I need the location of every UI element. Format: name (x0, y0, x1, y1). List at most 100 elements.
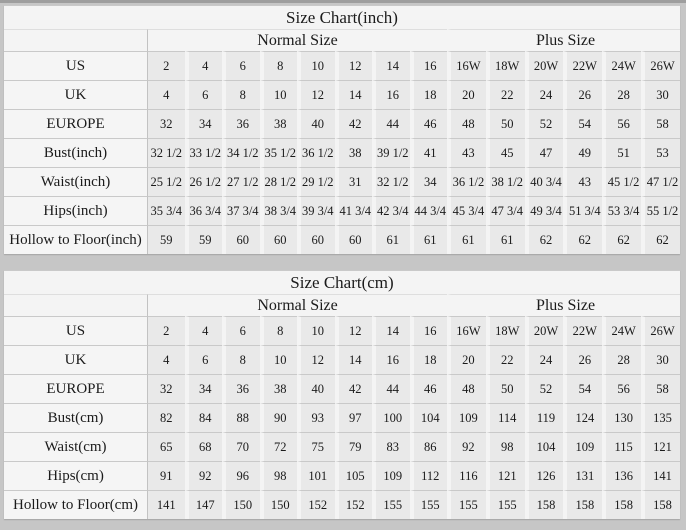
window-top-edge (0, 0, 686, 3)
size-value-cell: 115 (602, 432, 642, 461)
size-value-cell: 45 1/2 (602, 167, 641, 196)
size-value-cell: 42 (334, 109, 373, 138)
normal-size-header: Normal Size (147, 294, 448, 316)
size-value-cell: 32 (147, 374, 185, 403)
size-value-cell: 54 (563, 109, 603, 138)
size-value-cell: 49 (563, 138, 603, 167)
size-value-cell: 6 (184, 80, 223, 109)
table-row: UK 4 6 8 10 12 14 16 18 20 22 24 26 28 30 (4, 345, 680, 374)
size-value-cell: 62 (641, 225, 680, 254)
size-value-cell: 14 (334, 80, 373, 109)
size-value-cell: 46 (409, 109, 448, 138)
size-value-cell: 61 (409, 225, 448, 254)
size-value-cell: 22W (563, 316, 603, 345)
size-value-cell: 60 (259, 225, 298, 254)
size-value-cell: 20 (447, 345, 486, 374)
size-value-cell: 16 (409, 51, 448, 80)
size-value-cell: 98 (259, 461, 298, 490)
size-value-cell: 27 1/2 (222, 167, 260, 196)
size-value-cell: 52 (524, 109, 564, 138)
size-value-cell: 33 1/2 (184, 138, 223, 167)
size-value-cell: 92 (447, 432, 486, 461)
row-label: Bust(inch) (4, 138, 148, 167)
table-row: Waist(cm) 65 68 70 72 75 79 83 86 92 98 104 109 115 12… (4, 432, 680, 461)
size-value-cell: 38 (259, 374, 298, 403)
size-value-cell: 24 (524, 80, 564, 109)
row-label: EUROPE (4, 109, 148, 138)
size-value-cell: 53 3/4 (602, 196, 641, 225)
size-value-cell: 131 (563, 461, 603, 490)
size-value-cell: 158 (563, 490, 603, 519)
size-value-cell: 105 (334, 461, 373, 490)
size-value-cell: 62 (524, 225, 564, 254)
size-value-cell: 61 (372, 225, 410, 254)
size-value-cell: 84 (184, 403, 223, 432)
size-value-cell: 25 1/2 (147, 167, 185, 196)
size-value-cell: 16 (372, 345, 410, 374)
size-value-cell: 6 (222, 51, 260, 80)
size-value-cell: 47 3/4 (485, 196, 525, 225)
size-value-cell: 22W (563, 51, 603, 80)
size-value-cell: 42 (334, 374, 373, 403)
size-value-cell: 155 (485, 490, 525, 519)
size-value-cell: 37 3/4 (222, 196, 260, 225)
size-value-cell: 104 (409, 403, 448, 432)
size-value-cell: 35 1/2 (259, 138, 298, 167)
size-value-cell: 55 1/2 (641, 196, 680, 225)
size-value-cell: 30 (641, 80, 680, 109)
table-row: Hollow to Floor(inch) 59 59 60 60 60 60 61 61 61 6… (4, 225, 680, 254)
size-value-cell: 86 (409, 432, 448, 461)
row-label: Hips(cm) (4, 461, 148, 490)
size-value-cell: 41 (409, 138, 448, 167)
size-value-cell: 82 (147, 403, 185, 432)
size-value-cell: 39 1/2 (372, 138, 410, 167)
size-value-cell: 48 (447, 109, 486, 138)
size-value-cell: 88 (222, 403, 260, 432)
size-value-cell: 22 (485, 80, 525, 109)
size-value-cell: 16W (447, 316, 486, 345)
size-value-cell: 34 (409, 167, 448, 196)
size-value-cell: 45 3/4 (447, 196, 486, 225)
empty-corner-cell (4, 294, 148, 316)
title-row: Size Chart(cm) (4, 270, 680, 294)
size-value-cell: 46 (409, 374, 448, 403)
size-value-cell: 4 (147, 80, 185, 109)
size-value-cell: 22 (485, 345, 525, 374)
size-value-cell: 50 (485, 374, 525, 403)
size-value-cell: 130 (602, 403, 642, 432)
table-title: Size Chart(inch) (4, 5, 680, 29)
size-value-cell: 44 3/4 (409, 196, 448, 225)
row-label: Hollow to Floor(inch) (4, 225, 148, 254)
size-value-cell: 48 (447, 374, 486, 403)
size-value-cell: 53 (641, 138, 680, 167)
size-value-cell: 29 1/2 (297, 167, 335, 196)
size-value-cell: 43 (563, 167, 603, 196)
size-value-cell: 34 (184, 374, 223, 403)
title-row: Size Chart(inch) (4, 5, 680, 29)
size-value-cell: 59 (147, 225, 185, 254)
size-value-cell: 121 (485, 461, 525, 490)
size-value-cell: 158 (602, 490, 642, 519)
size-value-cell: 47 (524, 138, 564, 167)
size-value-cell: 12 (334, 51, 373, 80)
size-value-cell: 24W (602, 316, 642, 345)
size-value-cell: 28 (602, 80, 641, 109)
size-value-cell: 51 3/4 (563, 196, 603, 225)
size-value-cell: 8 (259, 51, 298, 80)
size-value-cell: 36 3/4 (184, 196, 223, 225)
size-value-cell: 43 (447, 138, 486, 167)
size-value-cell: 136 (602, 461, 642, 490)
size-value-cell: 50 (485, 109, 525, 138)
table-row: UK 4 6 8 10 12 14 16 18 20 22 24 26 28 30 (4, 80, 680, 109)
size-value-cell: 38 1/2 (485, 167, 525, 196)
size-value-cell: 36 (222, 109, 260, 138)
group-header-row: Normal Size Plus Size (4, 29, 680, 51)
size-value-cell: 68 (184, 432, 223, 461)
size-value-cell: 10 (297, 316, 335, 345)
normal-size-header: Normal Size (147, 29, 448, 51)
size-value-cell: 18 (409, 345, 448, 374)
size-value-cell: 8 (259, 316, 298, 345)
size-value-cell: 114 (485, 403, 525, 432)
size-value-cell: 26W (641, 316, 680, 345)
table-row: Hips(cm) 91 92 96 98 101 105 109 112 116 121 126 131… (4, 461, 680, 490)
